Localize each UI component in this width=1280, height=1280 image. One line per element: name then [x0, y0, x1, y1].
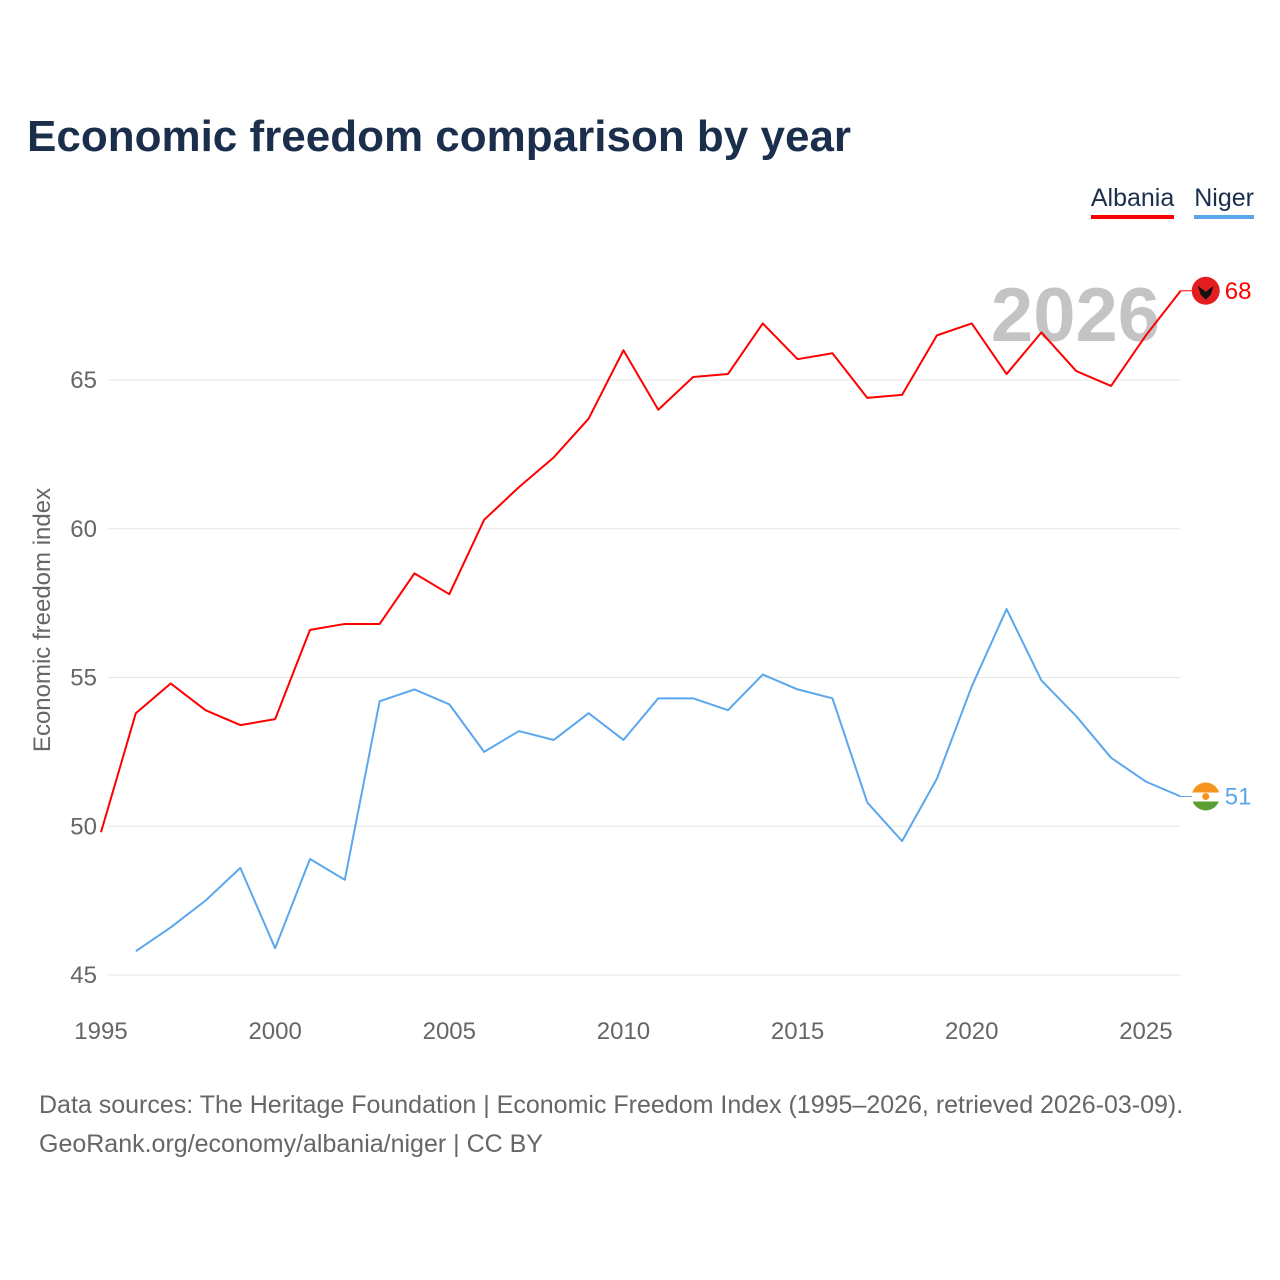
year-watermark: 2026 — [991, 273, 1160, 358]
data-point — [795, 686, 801, 692]
data-point — [551, 737, 557, 743]
data-point — [411, 570, 417, 576]
data-point — [1073, 713, 1079, 719]
data-point — [307, 627, 313, 633]
legend: Albania Niger — [1090, 184, 1254, 219]
x-tick-label: 2020 — [945, 1018, 998, 1045]
data-point — [98, 829, 104, 835]
niger-flag-icon — [1191, 782, 1220, 811]
data-point — [307, 856, 313, 862]
data-point — [725, 371, 731, 377]
footer: Data sources: The Heritage Foundation | … — [39, 1086, 1183, 1164]
data-point — [516, 484, 522, 490]
data-point — [202, 898, 208, 904]
data-point — [1004, 606, 1010, 612]
x-tick-label: 2025 — [1119, 1018, 1172, 1045]
data-point — [586, 710, 592, 716]
series-line-niger — [135, 608, 1182, 953]
albania-flag-icon — [1191, 276, 1220, 305]
data-point — [864, 799, 870, 805]
data-point — [202, 707, 208, 713]
data-point — [655, 695, 661, 701]
data-point — [446, 701, 452, 707]
legend-niger[interactable]: Niger — [1194, 184, 1254, 219]
data-point — [1038, 329, 1044, 335]
data-point — [620, 737, 626, 743]
y-axis-label: Economic freedom index — [29, 488, 56, 752]
data-point — [411, 686, 417, 692]
data-point — [829, 350, 835, 356]
data-point — [133, 710, 139, 716]
x-tick-label: 2000 — [248, 1018, 301, 1045]
x-tick-label: 1995 — [74, 1018, 127, 1045]
footer-sources: Data sources: The Heritage Foundation | … — [39, 1091, 1184, 1119]
data-point — [481, 517, 487, 523]
data-point — [899, 838, 905, 844]
data-point — [1038, 677, 1044, 683]
y-tick-label: 65 — [70, 367, 97, 394]
data-point — [168, 924, 174, 930]
end-value-label: 68 — [1225, 278, 1252, 305]
data-point — [237, 722, 243, 728]
chart-title: Economic freedom comparison by year — [27, 112, 852, 161]
data-point — [446, 591, 452, 597]
series-line-albania — [100, 290, 1182, 833]
footer-link[interactable]: GeoRank.org/economy/albania/niger | CC B… — [39, 1130, 543, 1158]
data-point — [272, 945, 278, 951]
data-point — [1073, 368, 1079, 374]
data-point — [690, 695, 696, 701]
data-point — [377, 698, 383, 704]
data-point — [481, 749, 487, 755]
data-point — [586, 416, 592, 422]
x-tick-label: 2015 — [771, 1018, 824, 1045]
data-point — [934, 776, 940, 782]
data-point — [620, 347, 626, 353]
data-point — [237, 865, 243, 871]
data-point — [133, 948, 139, 954]
data-point — [377, 621, 383, 627]
flag-stripe — [1191, 782, 1220, 793]
data-point — [1004, 371, 1010, 377]
y-tick-label: 60 — [70, 516, 97, 543]
data-point — [1108, 383, 1114, 389]
x-tick-label: 2010 — [597, 1018, 650, 1045]
flag-stripe — [1191, 801, 1220, 811]
data-point — [969, 683, 975, 689]
data-point — [760, 320, 766, 326]
legend-albania[interactable]: Albania — [1090, 184, 1175, 219]
eagle-icon — [1197, 285, 1214, 300]
data-point — [725, 707, 731, 713]
data-point — [342, 877, 348, 883]
x-tick-label: 2005 — [423, 1018, 476, 1045]
data-point — [516, 728, 522, 734]
data-point — [760, 672, 766, 678]
flag-sun — [1202, 793, 1210, 800]
data-point — [934, 332, 940, 338]
data-point — [655, 407, 661, 413]
data-point — [272, 716, 278, 722]
data-point — [899, 392, 905, 398]
data-point — [168, 680, 174, 686]
data-point — [795, 356, 801, 362]
data-point — [551, 454, 557, 460]
data-point — [690, 374, 696, 380]
y-tick-label: 50 — [70, 813, 97, 840]
data-point — [1143, 779, 1149, 785]
data-point — [864, 395, 870, 401]
y-tick-label: 55 — [70, 665, 97, 692]
data-point — [342, 621, 348, 627]
data-point — [829, 695, 835, 701]
end-value-label: 51 — [1225, 784, 1252, 811]
data-point — [969, 320, 975, 326]
data-point — [1143, 332, 1149, 338]
y-tick-label: 45 — [70, 962, 97, 989]
data-point — [1108, 755, 1114, 761]
